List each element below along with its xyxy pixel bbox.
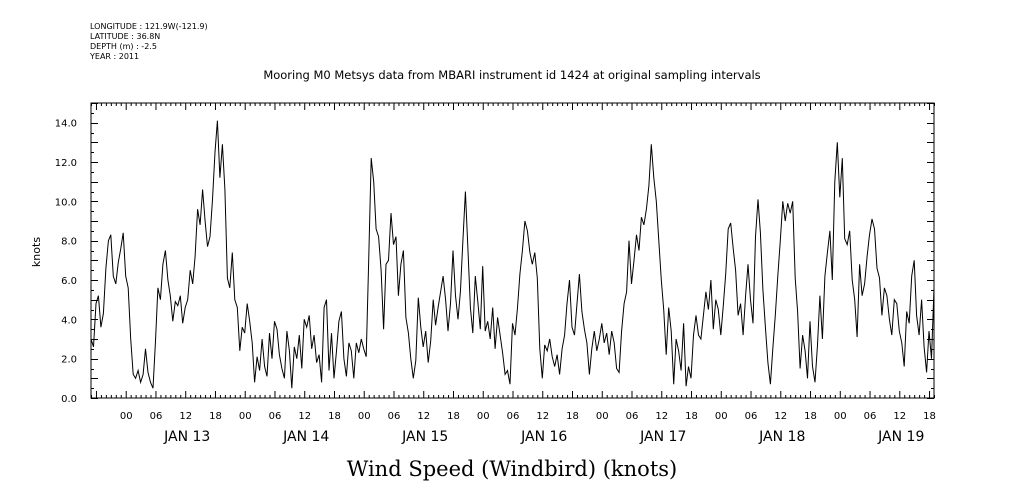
- x-hour-tick-label: 18: [923, 411, 936, 422]
- x-hour-tick-label: 00: [596, 411, 609, 422]
- x-day-label: JAN 13: [163, 429, 210, 445]
- x-day-label: JAN 16: [520, 429, 567, 445]
- x-hour-tick-label: 18: [328, 411, 341, 422]
- y-tick-label: 4.0: [61, 315, 77, 326]
- x-hour-tick-label: 00: [358, 411, 371, 422]
- x-hour-tick-label: 06: [388, 411, 401, 422]
- axes: [91, 103, 935, 399]
- x-hour-tick-label: 06: [150, 411, 163, 422]
- x-day-label: JAN 15: [401, 429, 448, 445]
- x-hour-tick-label: 00: [477, 411, 490, 422]
- x-day-label: JAN 18: [758, 429, 805, 445]
- y-tick-label: 8.0: [61, 237, 77, 248]
- x-hour-tick-label: 18: [685, 411, 698, 422]
- x-hour-tick-label: 12: [893, 411, 906, 422]
- x-hour-tick-label: 18: [804, 411, 817, 422]
- x-hour-tick-label: 00: [239, 411, 252, 422]
- y-tick-label: 12.0: [55, 158, 77, 169]
- meta-longitude: LONGITUDE : 121.9W(-121.9): [90, 22, 208, 31]
- x-day-label: JAN 19: [877, 429, 924, 445]
- tick-labels: 0.0 2.0 4.0 6.0 8.0 10.0 12.0 14.0 00 06 12 18 00 06 1…: [55, 119, 936, 445]
- x-hour-tick-label: 18: [209, 411, 222, 422]
- x-hour-tick-label: 12: [536, 411, 549, 422]
- y-tick-label: 2.0: [61, 355, 77, 366]
- x-hour-tick-label: 06: [864, 411, 877, 422]
- metadata-block: LONGITUDE : 121.9W(-121.9) LATITUDE : 36…: [89, 22, 208, 61]
- x-day-label: JAN 17: [639, 429, 686, 445]
- x-hour-tick-label: 06: [507, 411, 520, 422]
- x-hour-tick-label: 18: [447, 411, 460, 422]
- x-hour-tick-label: 06: [269, 411, 282, 422]
- y-axis-label: knots: [30, 237, 43, 267]
- x-hour-tick-label: 12: [774, 411, 787, 422]
- x-hour-tick-label: 12: [179, 411, 192, 422]
- chart-title: Mooring M0 Metsys data from MBARI instru…: [263, 68, 760, 82]
- y-tick-label: 0.0: [61, 394, 77, 405]
- y-tick-label: 10.0: [55, 197, 77, 208]
- x-hour-tick-label: 06: [745, 411, 758, 422]
- meta-depth: DEPTH (m) : -2.5: [90, 42, 157, 51]
- x-hour-tick-label: 06: [626, 411, 639, 422]
- y-tick-label: 6.0: [61, 276, 77, 287]
- x-hour-tick-label: 00: [834, 411, 847, 422]
- x-hour-tick-label: 18: [566, 411, 579, 422]
- wind-speed-series-line: [90, 120, 935, 389]
- plot-frame: [90, 102, 935, 399]
- x-hour-tick-label: 12: [298, 411, 311, 422]
- meta-latitude: LATITUDE : 36.8N: [90, 32, 160, 41]
- meta-year: YEAR : 2011: [89, 52, 139, 61]
- x-hour-tick-label: 12: [655, 411, 668, 422]
- x-hour-tick-label: 12: [417, 411, 430, 422]
- x-hour-tick-label: 00: [715, 411, 728, 422]
- y-tick-label: 14.0: [55, 119, 77, 130]
- x-hour-tick-label: 00: [120, 411, 133, 422]
- x-day-label: JAN 14: [282, 429, 329, 445]
- x-axis-label: Wind Speed (Windbird) (knots): [347, 457, 677, 481]
